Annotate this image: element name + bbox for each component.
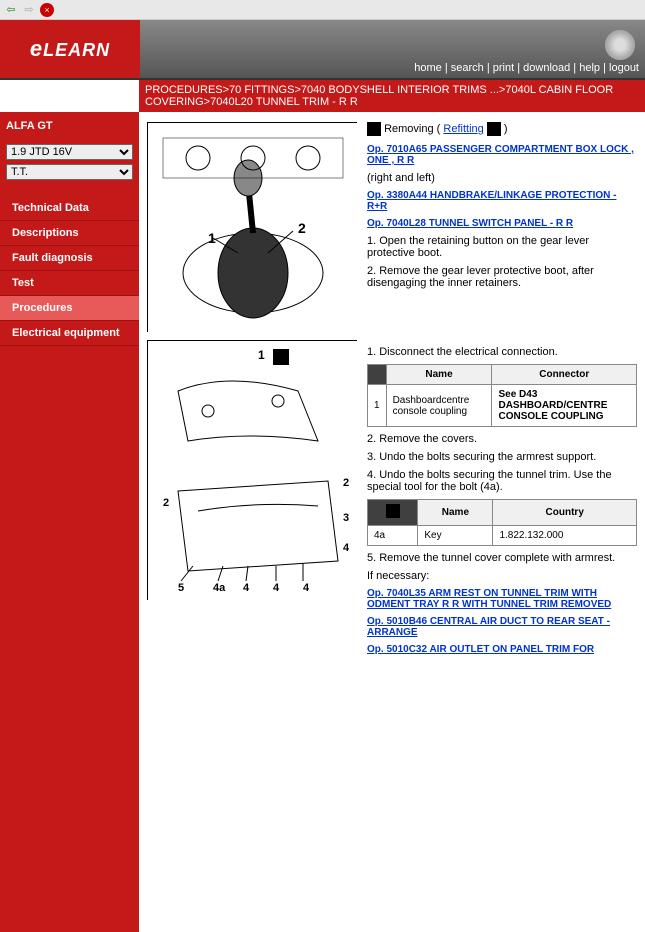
browser-toolbar: ⇦ ⇨ × [0,0,645,20]
sidebar-item-procedures[interactable]: Procedures [0,296,139,321]
if-necessary: If necessary: [367,570,637,582]
nav-logout[interactable]: logout [609,62,639,74]
sidebar: ALFA GT 1.9 JTD 16V T.T. Technical Data … [0,112,139,932]
logo-text: eLEARN [30,36,110,62]
forward-icon[interactable]: ⇨ [22,3,36,17]
op-link-7040l35[interactable]: Op. 7040L35 ARM REST ON TUNNEL TRIM WITH… [367,588,637,610]
alfa-logo-icon [605,30,635,60]
op-link-7040l28[interactable]: Op. 7040L28 TUNNEL SWITCH PANEL - R R [367,218,637,229]
sidebar-item-fault-diagnosis[interactable]: Fault diagnosis [0,246,139,271]
svg-text:1: 1 [258,348,265,362]
svg-text:2: 2 [163,497,169,509]
svg-text:4a: 4a [213,582,226,594]
svg-text:5: 5 [178,582,184,594]
svg-text:3: 3 [343,512,349,524]
step-undo-armrest: 3. Undo the bolts securing the armrest s… [367,451,637,463]
refitting-icon [487,122,501,136]
trans-select[interactable]: T.T. [6,164,133,180]
right-left-text: (right and left) [367,172,637,184]
removing-header: Removing ( Refitting ) [367,122,637,136]
engine-select[interactable]: 1.9 JTD 16V [6,144,133,160]
header: eLEARN home | search | print | download … [0,20,645,80]
op-link-5010c32[interactable]: Op. 5010C32 AIR OUTLET ON PANEL TRIM FOR [367,644,637,655]
connector-table: NameConnector 1 Dashboardcentre console … [367,364,637,427]
nav-home[interactable]: home [414,62,442,74]
step-1: 1. Open the retaining button on the gear… [367,235,637,259]
refitting-link[interactable]: Refitting [443,123,483,135]
diagram-gear-lever: 1 2 [147,122,357,332]
sidebar-menu: Technical Data Descriptions Fault diagno… [0,196,139,346]
step-disconnect: 1. Disconnect the electrical connection. [367,346,637,358]
nav-search[interactable]: search [451,62,484,74]
step-remove-covers: 2. Remove the covers. [367,433,637,445]
svg-text:2: 2 [343,477,349,489]
sidebar-item-technical-data[interactable]: Technical Data [0,196,139,221]
content: 1 2 Removing ( Refitting ) [139,112,645,932]
wrench-icon [386,504,400,518]
nav-download[interactable]: download [523,62,570,74]
sidebar-item-test[interactable]: Test [0,271,139,296]
top-nav: home | search | print | download | help … [414,62,639,74]
step-2: 2. Remove the gear lever protective boot… [367,265,637,289]
sidebar-title: ALFA GT [0,112,139,140]
diagram-tunnel-trim: 1 2 2 3 4 5 4a 4 4 4 [147,340,357,600]
svg-text:4: 4 [243,582,250,594]
op-link-3380a44[interactable]: Op. 3380A44 HANDBRAKE/LINKAGE PROTECTION… [367,190,637,212]
op-link-7010a65[interactable]: Op. 7010A65 PASSENGER COMPARTMENT BOX LO… [367,144,637,166]
tool-table: NameCountry 4a Key 1.822.132.000 [367,499,637,546]
back-icon[interactable]: ⇦ [4,3,18,17]
sidebar-item-electrical[interactable]: Electrical equipment [0,321,139,346]
svg-text:1: 1 [208,230,216,246]
nav-help[interactable]: help [579,62,600,74]
logo: eLEARN [0,20,140,78]
breadcrumb: PROCEDURES>70 FITTINGS>7040 BODYSHELL IN… [139,80,645,112]
sidebar-item-descriptions[interactable]: Descriptions [0,221,139,246]
step-remove-tunnel-cover: 5. Remove the tunnel cover complete with… [367,552,637,564]
nav-print[interactable]: print [493,62,514,74]
svg-text:4: 4 [273,582,280,594]
step-undo-tunnel: 4. Undo the bolts securing the tunnel tr… [367,469,637,493]
op-link-5010b46[interactable]: Op. 5010B46 CENTRAL AIR DUCT TO REAR SEA… [367,616,637,638]
svg-text:4: 4 [303,582,310,594]
stop-icon[interactable]: × [40,3,54,17]
removing-icon [367,122,381,136]
svg-text:2: 2 [298,220,306,236]
svg-text:4: 4 [343,542,350,554]
